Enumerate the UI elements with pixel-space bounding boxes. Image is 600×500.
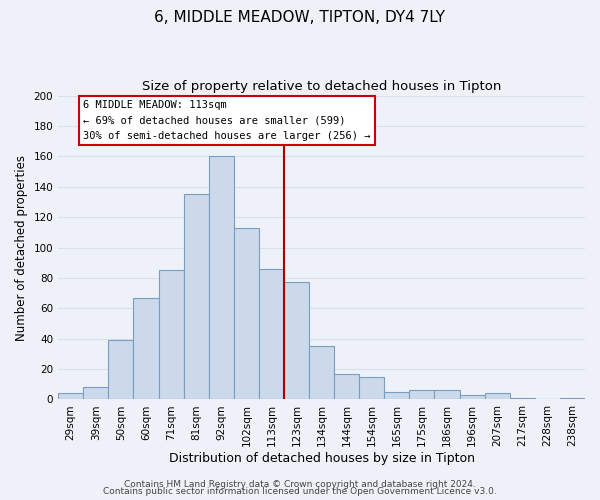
Bar: [234, 228, 259, 400]
Bar: [460, 395, 485, 400]
Bar: [334, 374, 359, 400]
Text: 6, MIDDLE MEADOW, TIPTON, DY4 7LY: 6, MIDDLE MEADOW, TIPTON, DY4 7LY: [155, 10, 445, 25]
Bar: [409, 390, 434, 400]
Text: Contains public sector information licensed under the Open Government Licence v3: Contains public sector information licen…: [103, 487, 497, 496]
Bar: [485, 394, 510, 400]
Bar: [284, 282, 309, 400]
Bar: [309, 346, 334, 400]
Bar: [109, 340, 133, 400]
Bar: [184, 194, 209, 400]
X-axis label: Distribution of detached houses by size in Tipton: Distribution of detached houses by size …: [169, 452, 475, 465]
Bar: [434, 390, 460, 400]
Text: Contains HM Land Registry data © Crown copyright and database right 2024.: Contains HM Land Registry data © Crown c…: [124, 480, 476, 489]
Bar: [58, 394, 83, 400]
Bar: [510, 398, 535, 400]
Bar: [385, 392, 409, 400]
Bar: [259, 269, 284, 400]
Bar: [158, 270, 184, 400]
Title: Size of property relative to detached houses in Tipton: Size of property relative to detached ho…: [142, 80, 501, 93]
Bar: [83, 388, 109, 400]
Text: 6 MIDDLE MEADOW: 113sqm
← 69% of detached houses are smaller (599)
30% of semi-d: 6 MIDDLE MEADOW: 113sqm ← 69% of detache…: [83, 100, 371, 141]
Bar: [560, 398, 585, 400]
Bar: [133, 298, 158, 400]
Bar: [359, 376, 385, 400]
Bar: [209, 156, 234, 400]
Y-axis label: Number of detached properties: Number of detached properties: [15, 154, 28, 340]
